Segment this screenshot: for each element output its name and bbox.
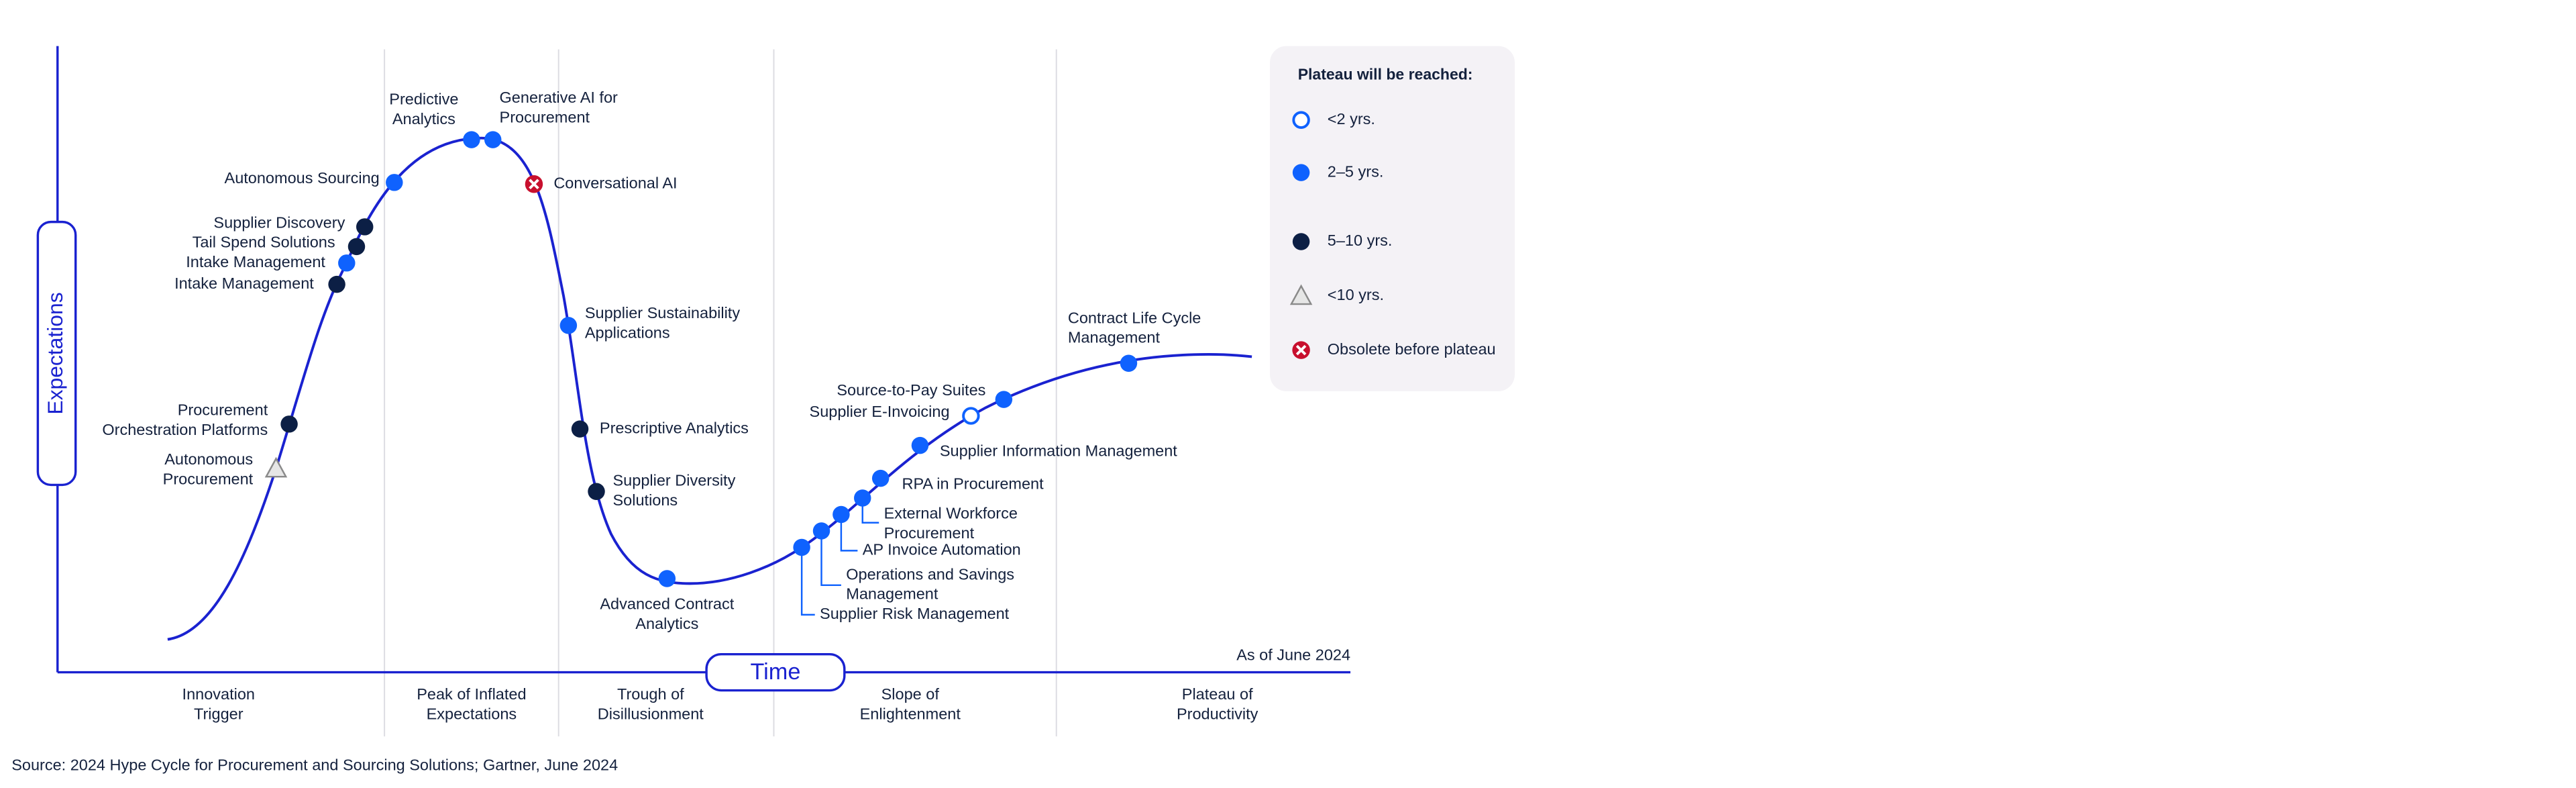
marker bbox=[995, 391, 1013, 408]
marker bbox=[484, 131, 502, 148]
node-label: Generative AI for bbox=[500, 89, 619, 106]
marker-cross bbox=[1295, 344, 1307, 356]
node-label: RPA in Procurement bbox=[902, 475, 1044, 493]
node-label: AP Invoice Automation bbox=[863, 541, 1021, 558]
node-label: Autonomous Sourcing bbox=[225, 169, 380, 187]
marker bbox=[571, 420, 589, 438]
node-label: Management bbox=[1068, 329, 1161, 346]
phase-label: Slope of bbox=[881, 685, 940, 703]
marker bbox=[812, 522, 830, 540]
node-label: Contract Life Cycle bbox=[1068, 309, 1201, 326]
y-label-pill bbox=[36, 220, 77, 487]
phase-label: Peak of Inflated bbox=[417, 685, 526, 703]
node-label: Tail Spend Solutions bbox=[193, 234, 335, 251]
marker bbox=[1289, 284, 1313, 305]
marker bbox=[264, 456, 288, 478]
node-label: Analytics bbox=[635, 615, 698, 632]
legend-label: <2 yrs. bbox=[1328, 110, 1375, 128]
marker bbox=[871, 469, 890, 487]
marker bbox=[658, 570, 676, 587]
marker bbox=[386, 174, 403, 191]
node-label: Supplier Information Management bbox=[940, 442, 1177, 460]
as-of: As of June 2024 bbox=[1236, 646, 1350, 663]
marker bbox=[1292, 111, 1310, 129]
node-label: Prescriptive Analytics bbox=[600, 419, 749, 436]
leader-line bbox=[820, 530, 841, 587]
marker bbox=[911, 436, 929, 454]
legend-label: 5–10 yrs. bbox=[1328, 232, 1393, 249]
node-label: Supplier Discovery bbox=[213, 213, 345, 231]
phase-label: Plateau of bbox=[1182, 685, 1253, 703]
legend-box bbox=[1270, 46, 1515, 391]
marker bbox=[1120, 354, 1138, 372]
marker bbox=[962, 407, 980, 425]
source: Source: 2024 Hype Cycle for Procurement … bbox=[11, 756, 618, 773]
marker bbox=[854, 489, 871, 507]
dynamic: Innovation Trigger Peak of Inflated Expecta… bbox=[102, 89, 1495, 722]
marker bbox=[559, 317, 578, 334]
y-axis-label: Expectations bbox=[43, 292, 67, 414]
marker bbox=[1292, 233, 1310, 250]
node-label: Conversational AI bbox=[553, 174, 677, 191]
marker bbox=[1292, 164, 1310, 181]
node-label: Source-to-Pay Suites bbox=[837, 381, 985, 399]
legend-label: 2–5 yrs. bbox=[1328, 162, 1384, 180]
phase-label: Innovation bbox=[182, 685, 255, 703]
node-label: Applications bbox=[585, 324, 670, 341]
marker bbox=[328, 275, 345, 293]
x-axis-label: Time bbox=[751, 659, 801, 685]
node-label: Orchestration Platforms bbox=[102, 421, 268, 438]
node-label: External Workforce bbox=[884, 505, 1018, 522]
marker bbox=[280, 415, 298, 433]
node-label: Management bbox=[846, 585, 938, 603]
marker bbox=[588, 483, 605, 500]
marker bbox=[793, 538, 810, 556]
node-label: Supplier Sustainability bbox=[585, 304, 740, 322]
node-label: Procurement bbox=[884, 524, 975, 542]
marker bbox=[833, 505, 850, 524]
node-label: Procurement bbox=[163, 470, 254, 487]
phase-label: Expectations bbox=[427, 705, 517, 722]
marker bbox=[347, 238, 366, 256]
phase-label: Productivity bbox=[1177, 705, 1258, 722]
legend-title: Plateau will be reached: bbox=[1298, 66, 1473, 83]
node-label: Supplier E-Invoicing bbox=[810, 403, 950, 420]
leader-line bbox=[840, 514, 858, 552]
x-label-pill bbox=[705, 652, 846, 692]
node-label: Solutions bbox=[613, 491, 678, 509]
marker bbox=[338, 254, 356, 272]
phase-label: Disillusionment bbox=[598, 705, 704, 722]
marker bbox=[356, 218, 374, 236]
node-label: Predictive bbox=[389, 91, 458, 108]
node-label: Procurement bbox=[178, 401, 268, 418]
node-label: Supplier Risk Management bbox=[820, 605, 1010, 622]
phase-label: Enlightenment bbox=[860, 705, 961, 722]
hype-curve bbox=[167, 136, 1252, 641]
marker-cross bbox=[529, 179, 539, 190]
phase-label: Trigger bbox=[194, 705, 244, 722]
node-label: Intake Management bbox=[174, 275, 314, 292]
node-label: Analytics bbox=[392, 110, 455, 128]
phase-dividers bbox=[384, 49, 1057, 737]
node-label: Supplier Diversity bbox=[613, 472, 736, 489]
node-label: Procurement bbox=[500, 109, 590, 126]
node-label: Advanced Contract bbox=[600, 595, 734, 612]
legend-label: Obsolete before plateau bbox=[1328, 340, 1496, 358]
leader-line bbox=[800, 547, 815, 616]
phase-label: Trough of bbox=[617, 685, 684, 703]
legend-label: <10 yrs. bbox=[1328, 286, 1384, 303]
marker bbox=[463, 131, 480, 148]
node-label: Intake Management bbox=[186, 253, 325, 270]
node-label: Operations and Savings bbox=[846, 565, 1014, 583]
node-label: Autonomous bbox=[164, 450, 253, 468]
